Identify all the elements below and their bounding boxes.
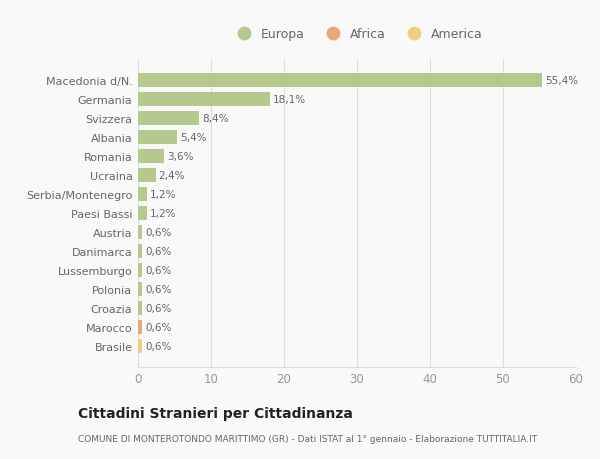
Text: 0,6%: 0,6%	[145, 246, 172, 257]
Text: 0,6%: 0,6%	[145, 322, 172, 332]
Text: 2,4%: 2,4%	[158, 170, 185, 180]
Bar	[138, 263, 142, 277]
Text: 8,4%: 8,4%	[202, 113, 229, 123]
Legend: Europa, Africa, America: Europa, Africa, America	[226, 23, 488, 46]
Bar	[138, 340, 142, 353]
Bar	[138, 73, 542, 87]
Bar	[138, 225, 142, 239]
Text: COMUNE DI MONTEROTONDO MARITTIMO (GR) - Dati ISTAT al 1° gennaio - Elaborazione : COMUNE DI MONTEROTONDO MARITTIMO (GR) - …	[78, 434, 537, 443]
Text: 3,6%: 3,6%	[167, 151, 194, 162]
Text: 18,1%: 18,1%	[273, 95, 306, 105]
Text: 0,6%: 0,6%	[145, 265, 172, 275]
Bar	[138, 207, 147, 220]
Bar	[138, 302, 142, 315]
Text: 0,6%: 0,6%	[145, 341, 172, 352]
Text: 0,6%: 0,6%	[145, 303, 172, 313]
Text: 1,2%: 1,2%	[149, 208, 176, 218]
Bar	[138, 245, 142, 258]
Text: 0,6%: 0,6%	[145, 285, 172, 294]
Bar	[138, 112, 199, 125]
Text: 1,2%: 1,2%	[149, 190, 176, 199]
Text: 5,4%: 5,4%	[181, 133, 207, 142]
Bar	[138, 188, 147, 202]
Bar	[138, 131, 178, 144]
Bar	[138, 283, 142, 296]
Bar	[138, 168, 155, 182]
Text: Cittadini Stranieri per Cittadinanza: Cittadini Stranieri per Cittadinanza	[78, 406, 353, 420]
Text: 55,4%: 55,4%	[545, 75, 578, 85]
Bar	[138, 150, 164, 163]
Text: 0,6%: 0,6%	[145, 228, 172, 237]
Bar	[138, 320, 142, 334]
Bar	[138, 93, 270, 106]
